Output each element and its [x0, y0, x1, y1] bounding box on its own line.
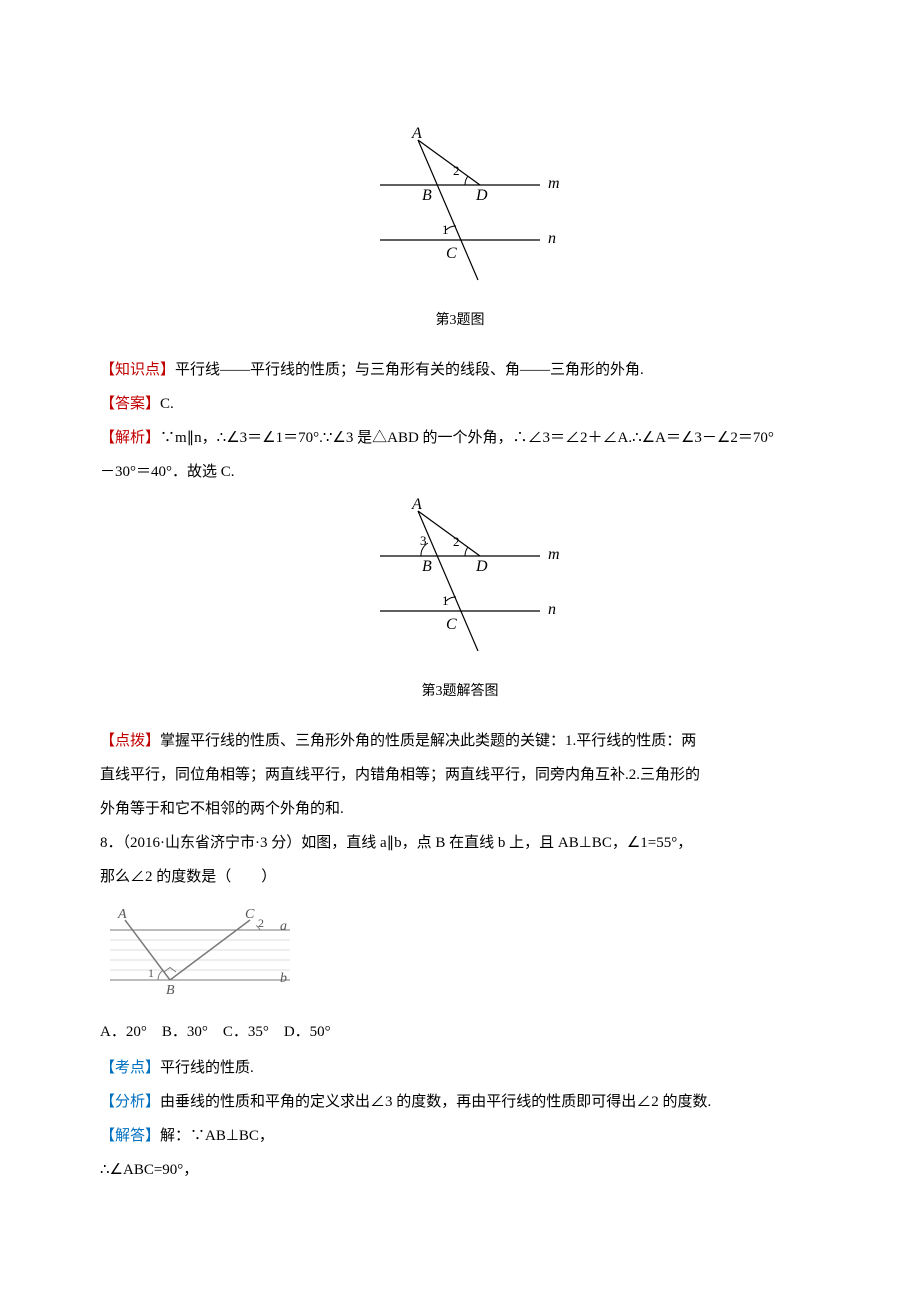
q8-stem-2: 那么∠2 的度数是（ ） [100, 862, 820, 892]
q8-label-angle2: 2 [258, 916, 264, 930]
label-B: B [422, 558, 432, 575]
figure-1-caption: 第3题图 [100, 307, 820, 335]
analysis-text-1: ∵m∥n，∴∠3＝∠1＝70°.∵∠3 是△ABD 的一个外角，∴∠3＝∠2＋∠… [160, 430, 774, 446]
q8-solve-line-2: ∴∠ABC=90°， [100, 1155, 820, 1185]
label-C: C [446, 245, 457, 262]
page: A B D C m n 2 1 第3题图 【知识点】平行线——平行线的性质；与三… [0, 0, 920, 1302]
q8-label-b: b [280, 971, 287, 986]
label-angle1: 1 [442, 593, 449, 608]
q8-label-C: C [245, 907, 255, 922]
tag-solve: 【解答】 [100, 1128, 160, 1144]
analysis-line-1: 【解析】∵m∥n，∴∠3＝∠1＝70°.∵∠3 是△ABD 的一个外角，∴∠3＝… [100, 423, 820, 453]
tip-line-1: 【点拨】掌握平行线的性质、三角形外角的性质是解决此类题的关键：1.平行线的性质：… [100, 726, 820, 756]
label-A: A [411, 125, 422, 142]
tag-tip: 【点拨】 [100, 733, 160, 749]
q8-label-B: B [166, 983, 175, 998]
tip-text-1: 掌握平行线的性质、三角形外角的性质是解决此类题的关键：1.平行线的性质：两 [160, 733, 696, 749]
q8-stem-1: 8．（2016·山东省济宁市·3 分）如图，直线 a∥b，点 B 在直线 b 上… [100, 828, 820, 858]
q8-analysis-line: 【分析】由垂线的性质和平角的定义求出∠3 的度数，再由平行线的性质即可得出∠2 … [100, 1087, 820, 1117]
q8-label-angle1: 1 [148, 966, 154, 980]
tip-line-3: 外角等于和它不相邻的两个外角的和. [100, 794, 820, 824]
q8-analysis-text: 由垂线的性质和平角的定义求出∠3 的度数，再由平行线的性质即可得出∠2 的度数. [160, 1094, 711, 1110]
figure-1: A B D C m n 2 1 第3题图 [100, 120, 820, 335]
label-angle2: 2 [453, 534, 460, 549]
figure-1-svg: A B D C m n 2 1 [350, 120, 570, 290]
q8-topic-line: 【考点】平行线的性质. [100, 1053, 820, 1083]
q8-figure: A C B a b 1 2 [100, 900, 820, 1011]
figure-2: A B D C m n 2 3 1 第3题解答图 [100, 491, 820, 706]
tag-knowledge: 【知识点】 [100, 362, 175, 378]
label-A: A [411, 496, 422, 513]
q8-solve-1: 解：∵AB⊥BC， [160, 1128, 274, 1144]
label-angle3: 3 [420, 533, 427, 548]
label-angle1: 1 [442, 222, 449, 237]
answer-text: C. [160, 396, 174, 412]
q8-label-A: A [117, 907, 127, 922]
answer-line: 【答案】C. [100, 389, 820, 419]
analysis-line-2: －30°＝40°．故选 C. [100, 457, 820, 487]
tip-line-2: 直线平行，同位角相等；两直线平行，内错角相等；两直线平行，同旁内角互补.2.三角… [100, 760, 820, 790]
label-D: D [475, 558, 488, 575]
q8-figure-svg: A C B a b 1 2 [100, 900, 300, 1000]
tag-topic: 【考点】 [100, 1060, 160, 1076]
tag-analysis-q8: 【分析】 [100, 1094, 160, 1110]
knowledge-text: 平行线——平行线的性质；与三角形有关的线段、角——三角形的外角. [175, 362, 644, 378]
figure-2-svg: A B D C m n 2 3 1 [350, 491, 570, 661]
figure-2-caption: 第3题解答图 [100, 678, 820, 706]
label-angle2: 2 [453, 163, 460, 178]
label-n: n [548, 230, 556, 247]
tag-answer: 【答案】 [100, 396, 160, 412]
label-m: m [548, 546, 560, 563]
label-B: B [422, 187, 432, 204]
label-m: m [548, 175, 560, 192]
label-C: C [446, 616, 457, 633]
q8-label-a: a [280, 919, 287, 934]
label-n: n [548, 601, 556, 618]
knowledge-line: 【知识点】平行线——平行线的性质；与三角形有关的线段、角——三角形的外角. [100, 355, 820, 385]
tag-analysis: 【解析】 [100, 430, 160, 446]
q8-solve-line-1: 【解答】解：∵AB⊥BC， [100, 1121, 820, 1151]
label-D: D [475, 187, 488, 204]
q8-topic-text: 平行线的性质. [160, 1060, 254, 1076]
q8-choices: A．20° B．30° C．35° D．50° [100, 1017, 820, 1047]
